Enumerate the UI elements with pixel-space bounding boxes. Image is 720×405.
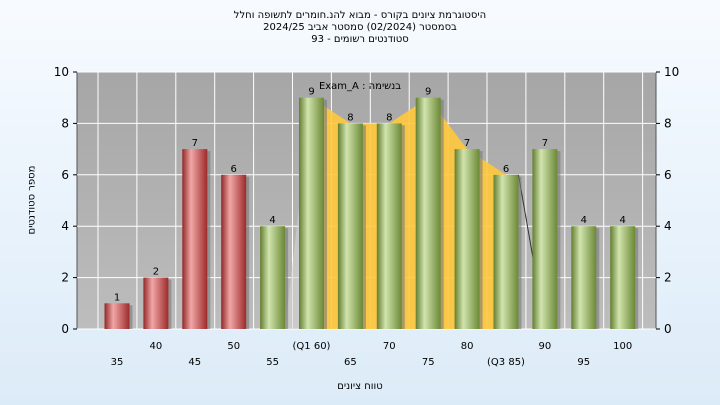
x-tick-label: 90 [539,341,552,352]
y-tick-label-right: 4 [664,219,672,233]
x-tick-label: 75 [422,357,435,368]
data-label: 7 [464,138,470,149]
chart-title-line3: סטודנטים רשומים - 93 [311,34,409,45]
bar [299,97,324,329]
bar [532,149,558,329]
data-label: 4 [269,215,275,226]
y-tick-label-right: 0 [664,322,672,336]
x-tick-label: (Q1 60) [293,341,331,352]
data-label: 9 [425,87,431,98]
bar [143,277,169,329]
data-label: 6 [503,164,509,175]
y-tick-label-right: 6 [664,168,672,182]
x-tick-label: 55 [266,357,279,368]
bar [337,123,363,330]
x-tick-label: 65 [344,357,357,368]
y-tick-label: 4 [61,219,69,233]
y-tick-label-right: 10 [664,65,679,79]
x-tick-label: 80 [461,341,474,352]
x-tick-label: 40 [150,341,163,352]
x-tick-label: 50 [227,341,240,352]
y-tick-label: 6 [61,168,69,182]
bar [493,174,519,329]
x-tick-label: (Q3 85) [487,357,525,368]
data-label: 6 [231,164,237,175]
chart-title-line2: בסמסטר (02/2024) סמסטר אביב 2024/25 [263,22,457,33]
data-label: 9 [308,87,314,98]
bar [104,303,130,329]
bar [610,226,636,329]
chart-titles: היסטוגרמת ציונים בקורס - מבוא להנ.חומרים… [0,10,720,46]
data-label: 4 [620,215,626,226]
data-label: 4 [581,215,587,226]
data-label: 7 [192,138,198,149]
bar [454,149,480,329]
y-tick-label: 8 [61,116,69,130]
x-tick-label: 45 [188,357,201,368]
data-label: 8 [386,112,392,123]
data-label: 2 [153,267,159,278]
bar [182,149,208,329]
y-tick-label-right: 2 [664,271,672,285]
y-tick-label: 2 [61,271,69,285]
y-axis-label: מספר סטודנטים [26,165,38,235]
y-tick-label-right: 8 [664,116,672,130]
bar [221,174,247,329]
bar [415,97,441,329]
x-tick-label: 70 [383,341,396,352]
x-tick-label: 35 [111,357,124,368]
bar [260,226,286,329]
data-label: 1 [114,292,120,303]
data-label: 7 [542,138,548,149]
x-tick-label: 100 [613,341,632,352]
bar [376,123,402,330]
bar [571,226,597,329]
x-axis-label: טווח ציונים [337,381,383,392]
y-tick-label: 0 [61,322,69,336]
data-label: 8 [347,112,353,123]
chart-title-line1: היסטוגרמת ציונים בקורס - מבוא להנ.חומרים… [233,10,487,21]
y-tick-label: 10 [54,65,69,79]
exam-annotation: Exam_A : בנשימה [319,81,401,92]
x-tick-label: 95 [577,357,590,368]
